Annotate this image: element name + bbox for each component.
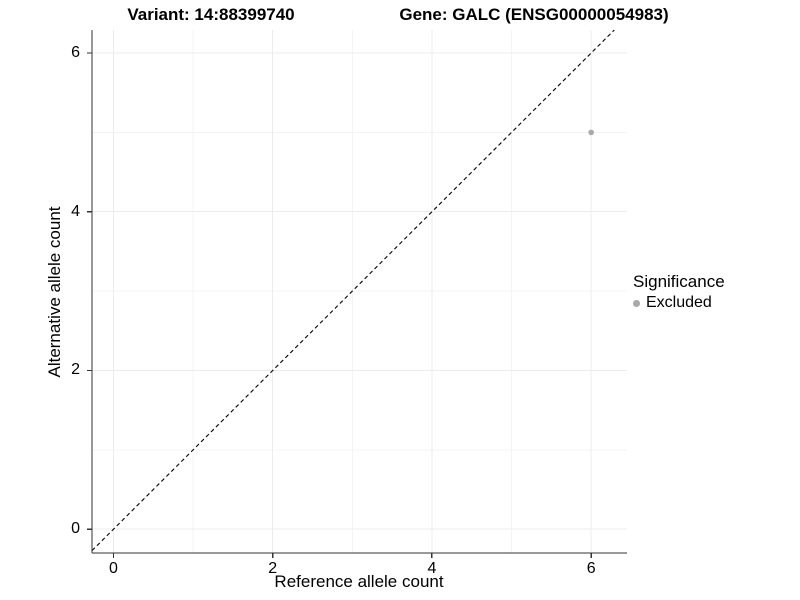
- variant-title: Variant: 14:88399740: [127, 5, 295, 24]
- legend-item-label: Excluded: [646, 294, 712, 311]
- y-tick-label: 6: [71, 44, 80, 61]
- legend: Significance Excluded: [633, 272, 725, 312]
- x-tick-label: 4: [427, 560, 437, 577]
- excluded-point-icon: [633, 299, 640, 307]
- data-point: [588, 129, 594, 136]
- y-tick-label: 4: [71, 202, 80, 220]
- legend-title: Significance: [633, 272, 725, 291]
- y-tick-label: 0: [71, 520, 80, 538]
- x-tick-label: 6: [586, 560, 596, 577]
- identity-dashed-line: [91, 29, 615, 552]
- gene-title: Gene: GALC (ENSG00000054983): [399, 5, 669, 24]
- x-tick-label: 0: [109, 560, 118, 577]
- x-axis-title: Reference allele count: [274, 572, 444, 591]
- y-tick-label: 2: [71, 361, 80, 379]
- x-tick-label: 2: [268, 560, 278, 577]
- legend-item-excluded: Excluded: [633, 294, 725, 312]
- y-axis-title: Alternative allele count: [45, 206, 64, 378]
